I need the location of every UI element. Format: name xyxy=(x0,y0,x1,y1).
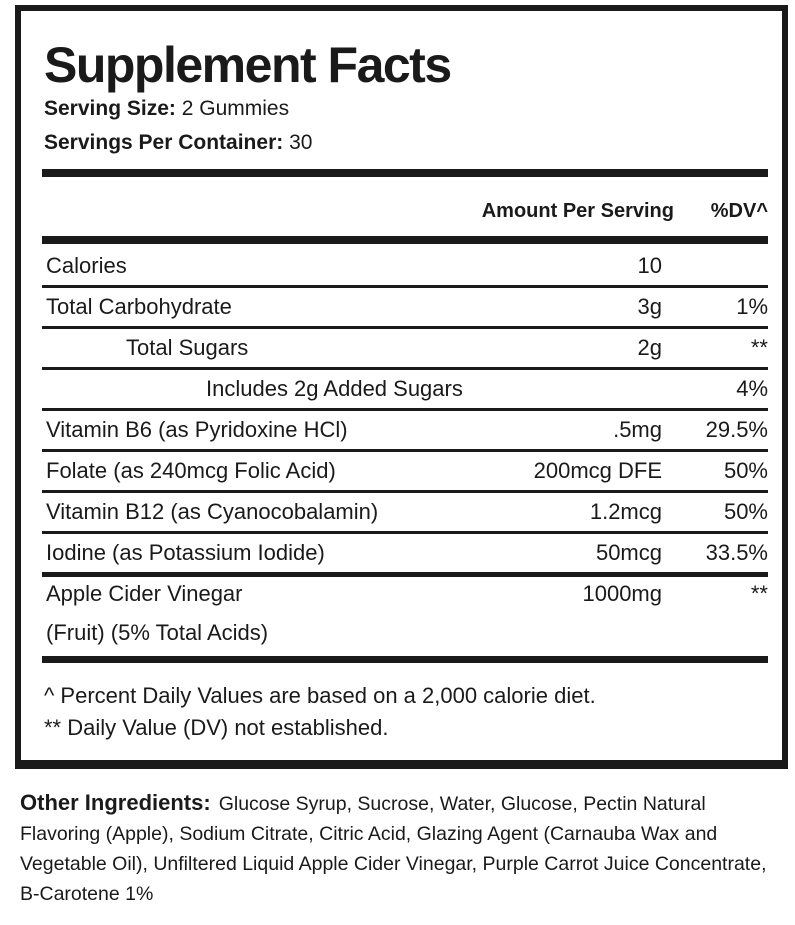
footnote-not-established: ** Daily Value (DV) not established. xyxy=(44,715,389,740)
table-row: Apple Cider Vinegar (Fruit) (5% Total Aci… xyxy=(42,574,768,656)
nutrient-amount: 1000mg xyxy=(582,581,662,606)
table-row: Iodine (as Potassium Iodide) 50mcg 33.5% xyxy=(42,533,768,574)
row-divider xyxy=(42,449,768,452)
table-row: Total Sugars 2g ** xyxy=(42,328,768,369)
table-row: Vitamin B12 (as Cyanocobalamin) 1.2mcg 50% xyxy=(42,492,768,533)
nutrient-amount: 2g xyxy=(637,335,662,360)
row-divider xyxy=(42,408,768,411)
panel-title: Supplement Facts xyxy=(44,37,452,93)
nutrient-dv: 50% xyxy=(723,458,768,483)
table-row: Vitamin B6 (as Pyridoxine HCl) .5mg 29.5% xyxy=(42,410,768,451)
nutrient-dv: 33.5% xyxy=(705,540,768,565)
nutrient-amount: 50mcg xyxy=(595,540,662,565)
other-ingredients-label: Other Ingredients: xyxy=(20,790,211,815)
row-divider xyxy=(42,572,768,577)
nutrient-dv: ** xyxy=(750,581,768,606)
footnote-dv: ^ Percent Daily Values are based on a 2,… xyxy=(44,683,596,708)
other-ingredients: Other Ingredients: Glucose Syrup, Sucrose… xyxy=(20,788,780,909)
nutrient-dv: 4% xyxy=(736,376,768,401)
nutrient-amount: 10 xyxy=(637,253,662,278)
nutrient-amount: 1.2mcg xyxy=(589,499,662,524)
nutrient-amount: .5mg xyxy=(613,417,662,442)
nutrient-name: Total Sugars xyxy=(126,335,249,360)
other-ingredients-text: Glucose Syrup, Sucrose, Water, Glucose, … xyxy=(20,793,767,905)
thick-divider xyxy=(42,236,768,244)
nutrient-name-detail: (Fruit) (5% Total Acids) xyxy=(46,620,269,645)
nutrient-name: Calories xyxy=(46,253,127,278)
servings-label: Servings Per Container: xyxy=(44,131,284,154)
nutrient-name: Includes 2g Added Sugars xyxy=(206,376,463,401)
nutrient-dv: 50% xyxy=(723,499,768,524)
nutrient-dv: 29.5% xyxy=(705,417,768,442)
row-divider xyxy=(42,490,768,493)
serving-size-value: 2 Gummies xyxy=(181,97,290,120)
table-row: Calories 10 xyxy=(42,246,768,287)
row-divider xyxy=(42,285,768,288)
amount-header: Amount Per Serving xyxy=(481,200,674,222)
table-row: Includes 2g Added Sugars 4% xyxy=(42,369,768,410)
nutrient-name: Folate (as 240mcg Folic Acid) xyxy=(46,458,336,483)
nutrient-name: Iodine (as Potassium Iodide) xyxy=(46,540,325,565)
servings-value: 30 xyxy=(289,131,313,154)
supplement-facts-panel xyxy=(15,5,788,769)
nutrient-name: Vitamin B6 (as Pyridoxine HCl) xyxy=(46,417,348,442)
thick-divider xyxy=(42,656,768,663)
nutrient-amount: 200mcg DFE xyxy=(533,458,662,483)
row-divider xyxy=(42,326,768,329)
row-divider xyxy=(42,531,768,534)
nutrient-name: Vitamin B12 (as Cyanocobalamin) xyxy=(46,499,379,524)
nutrient-dv: ** xyxy=(750,335,768,360)
nutrient-name: Total Carbohydrate xyxy=(46,294,232,319)
row-divider xyxy=(42,367,768,370)
table-row: Total Carbohydrate 3g 1% xyxy=(42,287,768,328)
servings-per-container: Servings Per Container: 30 xyxy=(44,131,312,155)
serving-size-label: Serving Size: xyxy=(44,97,176,120)
nutrient-name: Apple Cider Vinegar xyxy=(46,581,243,606)
serving-size: Serving Size: 2 Gummies xyxy=(44,97,289,121)
nutrient-dv: 1% xyxy=(736,294,768,319)
nutrient-amount: 3g xyxy=(637,294,662,319)
thick-divider xyxy=(42,169,768,177)
table-row: Folate (as 240mcg Folic Acid) 200mcg DFE 5… xyxy=(42,451,768,492)
dv-header: %DV^ xyxy=(710,200,768,222)
